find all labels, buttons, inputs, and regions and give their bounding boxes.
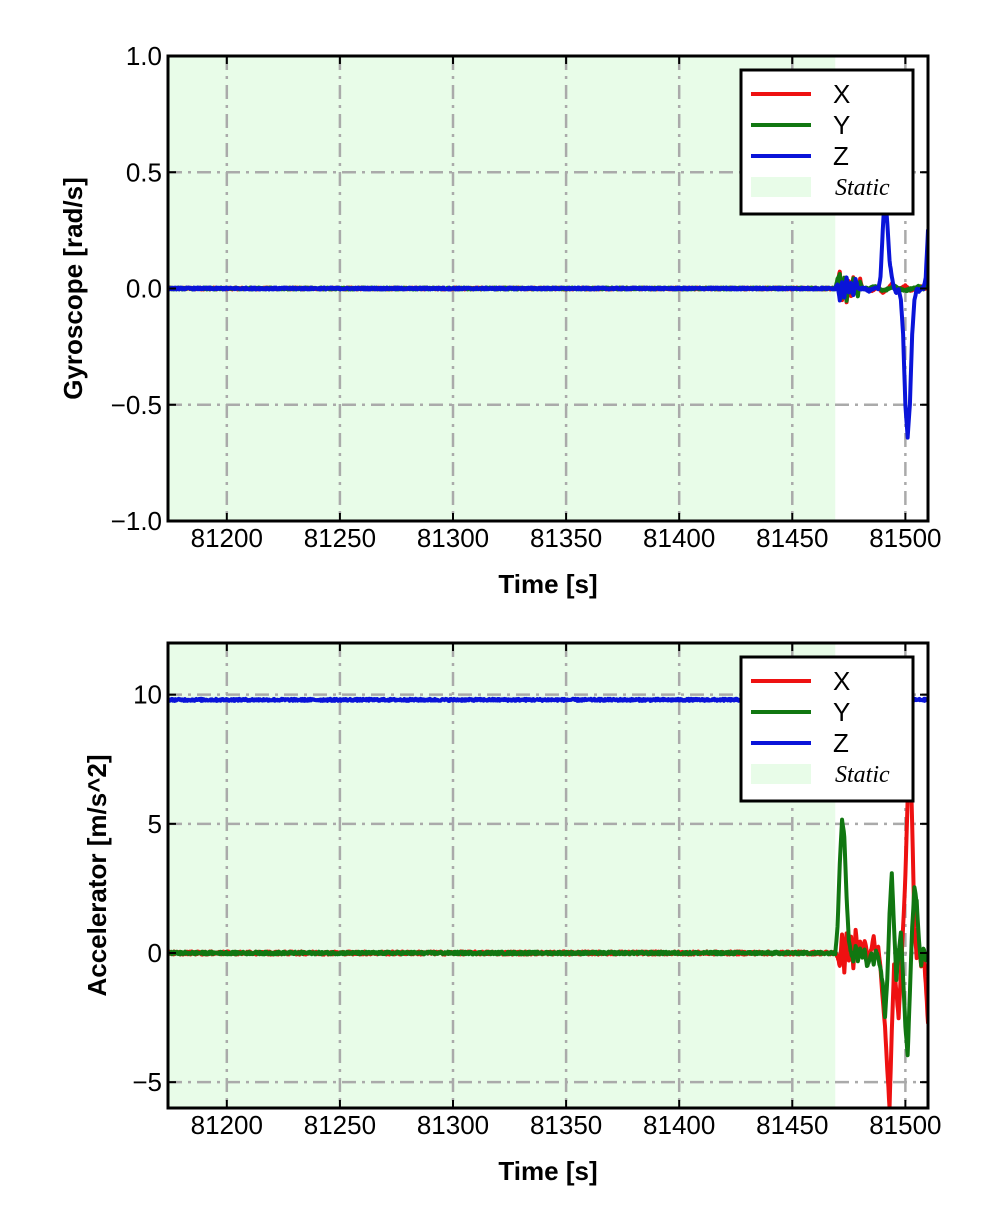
accel-x-tick-label-2: 81300 xyxy=(417,1110,489,1140)
accel-legend: XYZ Static xyxy=(739,655,915,803)
accel-y-tick-label-0: −5 xyxy=(132,1067,162,1097)
gyro-series-group xyxy=(168,188,928,440)
accel-x-axis-title: Time [s] xyxy=(498,1156,597,1186)
gyro-y-tick-label-2: 0.0 xyxy=(126,274,162,304)
accel-legend-label-static: Static xyxy=(835,762,890,788)
gyro-x-axis-title: Time [s] xyxy=(498,569,597,599)
gyro-series-z xyxy=(168,188,928,440)
accel-legend-label-y: Y xyxy=(833,697,850,727)
accel-x-tick-label-6: 81500 xyxy=(869,1110,941,1140)
accel-plot-frame xyxy=(166,641,930,1110)
gyro-x-tick-label-5: 81450 xyxy=(756,523,828,553)
accel-x-tick-label-5: 81450 xyxy=(756,1110,828,1140)
accel-y-axis-title: Accelerator [m/s^2] xyxy=(82,754,112,996)
gyro-y-tick-label-0: −1.0 xyxy=(111,506,162,536)
accel-series-y xyxy=(168,817,928,1058)
gyro-legend-swatch-static xyxy=(751,177,811,197)
gyro-y-tick-label-1: −0.5 xyxy=(111,390,162,420)
gyro-legend-label-x: X xyxy=(833,79,850,109)
accel-y-tick-label-3: 10 xyxy=(133,680,162,710)
accel-legend-swatch-static xyxy=(751,764,811,784)
accel-legend-label-z: Z xyxy=(833,728,849,758)
gyro-y-axis-title: Gyroscope [rad/s] xyxy=(58,177,88,400)
accel-x-tick-label-1: 81250 xyxy=(304,1110,376,1140)
accel-static-region xyxy=(168,643,836,1108)
gyro-chart: 81200 81250 81300 81350 81400 81450 81500 −1.0 −… xyxy=(58,41,942,599)
accel-chart: 81200 81250 81300 81350 81400 81450 81500 −5 0 5 1… xyxy=(82,641,942,1186)
gyro-legend-label-y: Y xyxy=(833,110,850,140)
gyro-x-tick-label-3: 81350 xyxy=(530,523,602,553)
accel-y-tick-label-2: 5 xyxy=(148,809,162,839)
accel-legend-label-x: X xyxy=(833,666,850,696)
accel-y-tick-label-1: 0 xyxy=(148,938,162,968)
gyro-legend-label-z: Z xyxy=(833,141,849,171)
gyro-x-tick-label-0: 81200 xyxy=(191,523,263,553)
gyro-y-tick-label-3: 0.5 xyxy=(126,157,162,187)
gyro-legend-label-static: Static xyxy=(835,175,890,201)
accel-x-tick-label-0: 81200 xyxy=(191,1110,263,1140)
gyro-y-tick-label-4: 1.0 xyxy=(126,41,162,71)
gyro-x-tick-label-6: 81500 xyxy=(869,523,941,553)
accel-x-tick-label-3: 81350 xyxy=(530,1110,602,1140)
gyro-legend: XYZ Static xyxy=(739,68,915,216)
accel-x-tick-label-4: 81400 xyxy=(643,1110,715,1140)
gyro-x-tick-label-2: 81300 xyxy=(417,523,489,553)
gyro-x-tick-label-4: 81400 xyxy=(643,523,715,553)
gyro-x-tick-label-1: 81250 xyxy=(304,523,376,553)
